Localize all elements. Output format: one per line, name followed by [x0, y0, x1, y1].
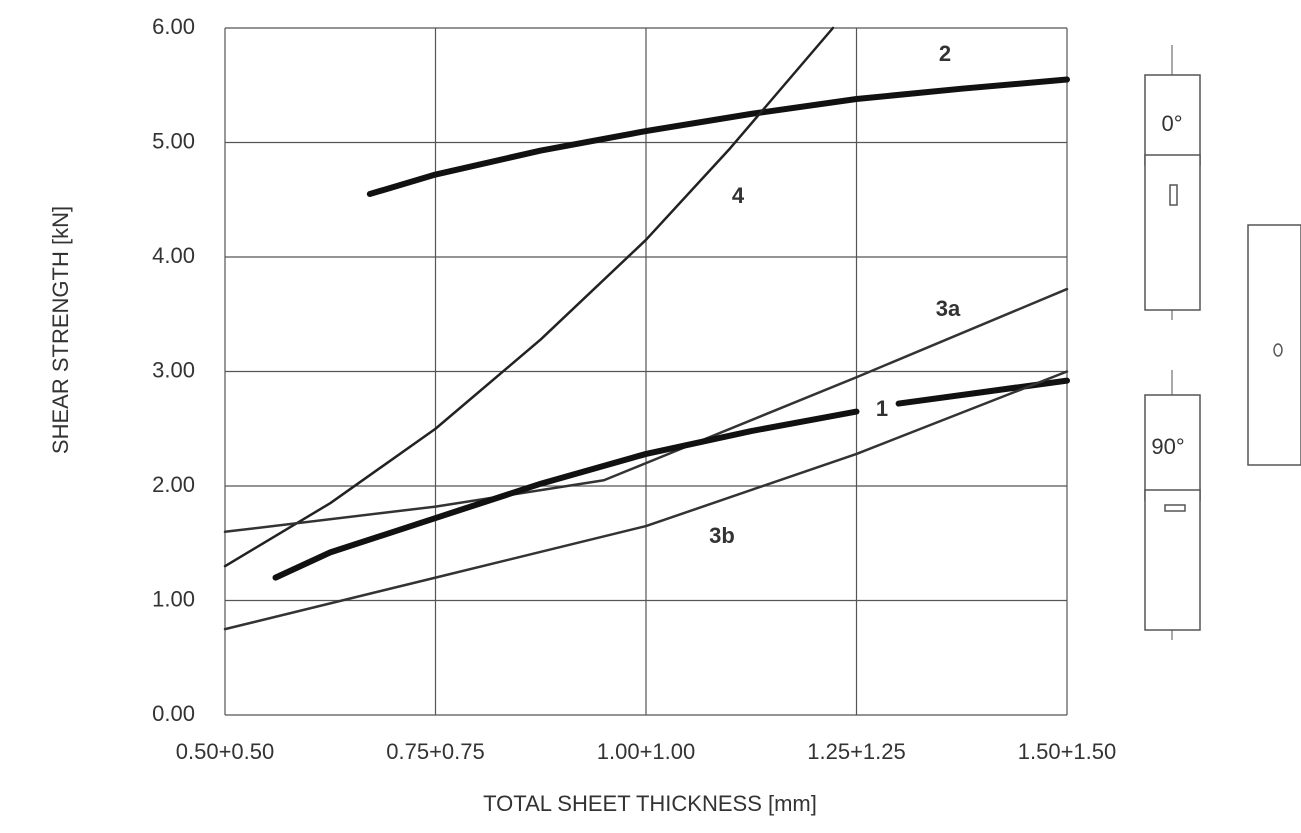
x-tick-label: 1.25+1.25 [807, 739, 905, 764]
chart: TOTAL SHEET THICKNESS [mm] SHEAR STRENGT… [0, 0, 1301, 833]
y-tick-label: 1.00 [152, 586, 195, 611]
specimen-label: 0° [1161, 111, 1182, 136]
series-line [276, 381, 1067, 578]
y-tick-label: 3.00 [152, 357, 195, 382]
x-tick-label: 0.50+0.50 [176, 739, 274, 764]
specimen-plate [1248, 225, 1301, 465]
series-label: 3a [936, 296, 961, 321]
page: TOTAL SHEET THICKNESS [mm] SHEAR STRENGT… [0, 0, 1301, 833]
series-label: 3b [709, 523, 735, 548]
x-tick-label: 0.75+0.75 [386, 739, 484, 764]
y-axis-label: SHEAR STRENGTH [kN] [48, 206, 73, 454]
x-tick-label: 1.50+1.50 [1018, 739, 1116, 764]
x-tick-label: 1.00+1.00 [597, 739, 695, 764]
y-tick-label: 0.00 [152, 701, 195, 726]
specimen-plate [1145, 155, 1200, 310]
specimen-label: 90° [1151, 434, 1184, 459]
y-tick-label: 4.00 [152, 243, 195, 268]
specimens: 0° 90° [1145, 45, 1301, 640]
series-label: 2 [939, 41, 951, 66]
series-label: 4 [732, 183, 745, 208]
specimen-spot [1274, 344, 1282, 356]
specimen-spot [1170, 185, 1177, 205]
y-tick-label: 6.00 [152, 14, 195, 39]
x-axis-label: TOTAL SHEET THICKNESS [mm] [483, 791, 817, 816]
series-label: 1 [876, 396, 888, 421]
y-tick-label: 2.00 [152, 472, 195, 497]
specimen-spot [1165, 505, 1185, 511]
y-tick-label: 5.00 [152, 128, 195, 153]
series-line [370, 80, 1067, 194]
